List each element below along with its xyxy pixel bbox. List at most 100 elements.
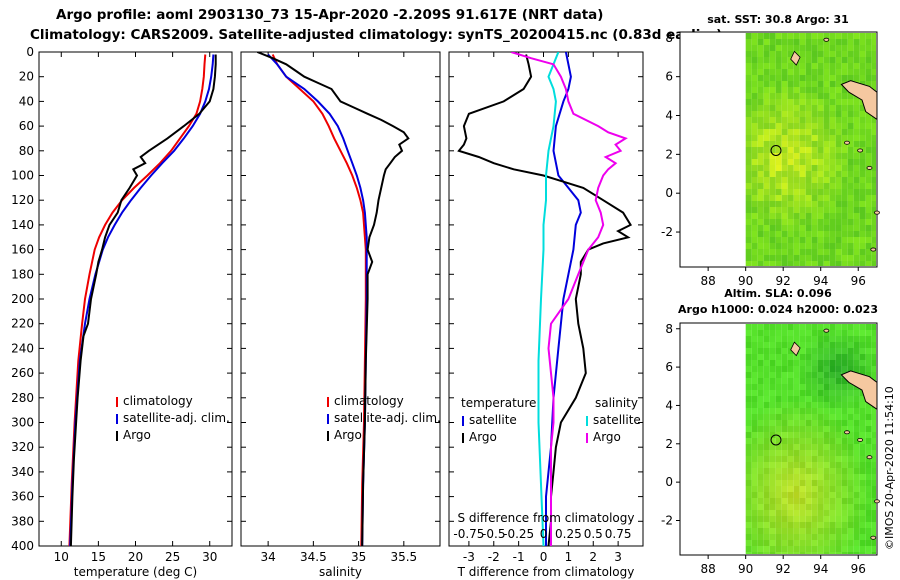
map-cell: [757, 171, 764, 177]
map-cell: [853, 135, 860, 141]
map-cell: [829, 540, 836, 546]
map-cell: [763, 165, 770, 171]
map-cell: [763, 171, 770, 177]
map-cell: [799, 39, 806, 45]
map-cell: [853, 528, 860, 534]
map-cell: [853, 360, 860, 366]
map-cell: [865, 213, 872, 219]
map-cell: [871, 426, 876, 432]
map-cell: [781, 147, 788, 153]
map-cell: [775, 474, 782, 480]
map-cell: [859, 141, 866, 147]
map-cell: [769, 366, 776, 372]
map-cell: [751, 201, 758, 207]
map-cell: [823, 510, 830, 516]
map-cell: [823, 450, 830, 456]
map-cell: [841, 135, 848, 141]
map-cell: [859, 153, 866, 159]
map-cell: [799, 153, 806, 159]
map-cell: [787, 57, 794, 63]
map-cell: [799, 342, 806, 348]
map-cell: [871, 255, 876, 261]
map-cell: [853, 540, 860, 546]
map-y-tick-label: -2: [661, 513, 673, 527]
map-cell: [787, 183, 794, 189]
map-cell: [769, 51, 776, 57]
map-cell: [745, 117, 752, 123]
map-cell: [763, 189, 770, 195]
map-cell: [757, 480, 764, 486]
map-cell: [865, 348, 872, 354]
map-cell: [805, 432, 812, 438]
map-cell: [811, 243, 818, 249]
map-cell: [775, 546, 782, 552]
map-cell: [787, 141, 794, 147]
map-cell: [781, 324, 788, 330]
series-line-t-satellite: [545, 52, 582, 546]
map-cell: [841, 384, 848, 390]
map-cell: [799, 189, 806, 195]
map-cell: [829, 552, 836, 554]
map-cell: [799, 231, 806, 237]
map-cell: [829, 498, 836, 504]
map-cell: [763, 456, 770, 462]
map-cell: [799, 504, 806, 510]
legend-heading-temperature: temperature: [461, 396, 536, 410]
map-cell: [835, 189, 842, 195]
map-cell: [793, 354, 800, 360]
map-cell: [745, 63, 752, 69]
map-cell: [775, 366, 782, 372]
map-cell: [853, 201, 860, 207]
map-cell: [793, 81, 800, 87]
map-cell: [787, 432, 794, 438]
map-cell: [871, 81, 876, 87]
map-cell: [805, 255, 812, 261]
map-cell: [799, 171, 806, 177]
map-x-tick-label: 88: [701, 562, 716, 576]
x-tick-label: -1: [513, 550, 525, 564]
map-cell: [799, 225, 806, 231]
map-cell: [775, 87, 782, 93]
map-cell: [871, 51, 876, 57]
map-cell: [757, 255, 764, 261]
map-cell: [751, 372, 758, 378]
map-cell: [829, 384, 836, 390]
map-title: Altim. SLA: 0.096: [724, 287, 832, 300]
map-cell: [817, 99, 824, 105]
map-cell: [829, 57, 836, 63]
map-cell: [799, 51, 806, 57]
map-cell: [757, 336, 764, 342]
map-cell: [865, 432, 872, 438]
map-cell: [859, 396, 866, 402]
map-cell: [757, 69, 764, 75]
map-cell: [799, 348, 806, 354]
map-cell: [793, 510, 800, 516]
map-cell: [769, 384, 776, 390]
map-y-tick-label: 6: [665, 70, 673, 84]
map-cell: [823, 135, 830, 141]
map-cell: [823, 432, 830, 438]
map-cell: [781, 159, 788, 165]
map-cell: [859, 243, 866, 249]
map-cell: [859, 111, 866, 117]
map-cell: [823, 552, 830, 554]
map-cell: [769, 426, 776, 432]
map-cell: [757, 432, 764, 438]
map-cell: [865, 237, 872, 243]
map-cell: [853, 408, 860, 414]
map-cell: [775, 390, 782, 396]
map-cell: [829, 342, 836, 348]
map-cell: [745, 255, 752, 261]
map-cell: [757, 540, 764, 546]
map-cell: [823, 99, 830, 105]
map-cell: [805, 534, 812, 540]
map-cell: [745, 420, 752, 426]
map-cell: [823, 243, 830, 249]
map-cell: [865, 189, 872, 195]
map-cell: [781, 384, 788, 390]
map-cell: [853, 111, 860, 117]
map-cell: [757, 390, 764, 396]
map-cell: [793, 408, 800, 414]
map-cell: [769, 342, 776, 348]
